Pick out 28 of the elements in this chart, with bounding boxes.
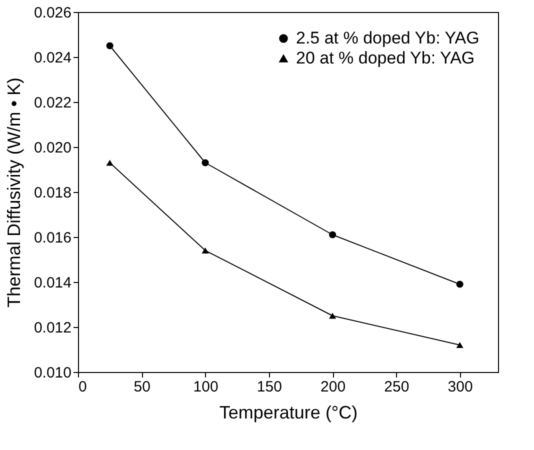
y-tick-label: 0.016 — [34, 230, 72, 246]
x-tick-label: 300 — [448, 378, 473, 396]
y-tick-label: 0.014 — [34, 274, 72, 292]
point — [329, 231, 336, 238]
point — [106, 160, 114, 166]
y-tick-label: 0.024 — [34, 50, 72, 66]
y-tick-label: 0.018 — [34, 184, 72, 202]
point — [202, 247, 209, 254]
x-axis-title: Temperature (°C) — [219, 402, 358, 422]
x-tick-label: 0 — [78, 378, 87, 396]
x-tick-label: 100 — [193, 378, 218, 396]
point — [456, 280, 464, 288]
x-tick-label: 250 — [384, 378, 410, 396]
y-axis-title: Thermal Diffusivity (W/m • K) — [4, 78, 24, 308]
point — [456, 342, 464, 348]
legend-label: 2.5 at % doped Yb: YAG — [296, 28, 480, 48]
x-tick-label: 200 — [320, 378, 346, 396]
x-tick-label: 150 — [256, 378, 282, 396]
x-tick-label: 50 — [134, 378, 150, 396]
y-tick-label: 0.010 — [34, 364, 72, 382]
y-tick-label: 0.012 — [34, 320, 72, 336]
point — [202, 159, 209, 166]
legend-label: 20 at % doped Yb: YAG — [296, 48, 475, 68]
y-tick-label: 0.022 — [34, 94, 72, 112]
y-tick-label: 0.026 — [34, 4, 72, 22]
y-tick-label: 0.020 — [34, 140, 72, 156]
point — [106, 42, 114, 50]
point — [329, 312, 336, 319]
